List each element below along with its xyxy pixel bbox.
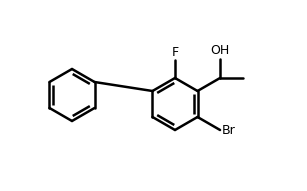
Text: F: F: [171, 46, 179, 59]
Text: OH: OH: [210, 45, 230, 57]
Text: Br: Br: [222, 124, 236, 137]
